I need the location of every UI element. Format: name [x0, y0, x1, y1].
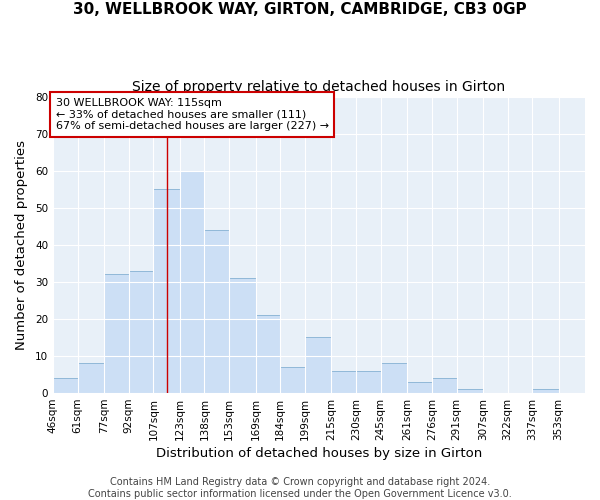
Text: 30 WELLBROOK WAY: 115sqm
← 33% of detached houses are smaller (111)
67% of semi-: 30 WELLBROOK WAY: 115sqm ← 33% of detach… [56, 98, 329, 131]
Bar [331, 371, 356, 393]
Y-axis label: Number of detached properties: Number of detached properties [15, 140, 28, 350]
Bar [356, 371, 381, 393]
Bar [205, 230, 229, 393]
Text: 30, WELLBROOK WAY, GIRTON, CAMBRIDGE, CB3 0GP: 30, WELLBROOK WAY, GIRTON, CAMBRIDGE, CB… [73, 2, 527, 18]
Text: Contains HM Land Registry data © Crown copyright and database right 2024.
Contai: Contains HM Land Registry data © Crown c… [88, 478, 512, 499]
Bar [180, 170, 205, 393]
X-axis label: Distribution of detached houses by size in Girton: Distribution of detached houses by size … [156, 447, 482, 460]
Bar [229, 278, 256, 393]
Bar [104, 274, 129, 393]
Bar [407, 382, 432, 393]
Bar [154, 189, 180, 393]
Bar [305, 338, 331, 393]
Bar [256, 315, 280, 393]
Bar [280, 367, 305, 393]
Bar [457, 390, 483, 393]
Bar [532, 390, 559, 393]
Title: Size of property relative to detached houses in Girton: Size of property relative to detached ho… [133, 80, 506, 94]
Bar [53, 378, 77, 393]
Bar [77, 364, 104, 393]
Bar [381, 364, 407, 393]
Bar [129, 271, 154, 393]
Bar [432, 378, 457, 393]
